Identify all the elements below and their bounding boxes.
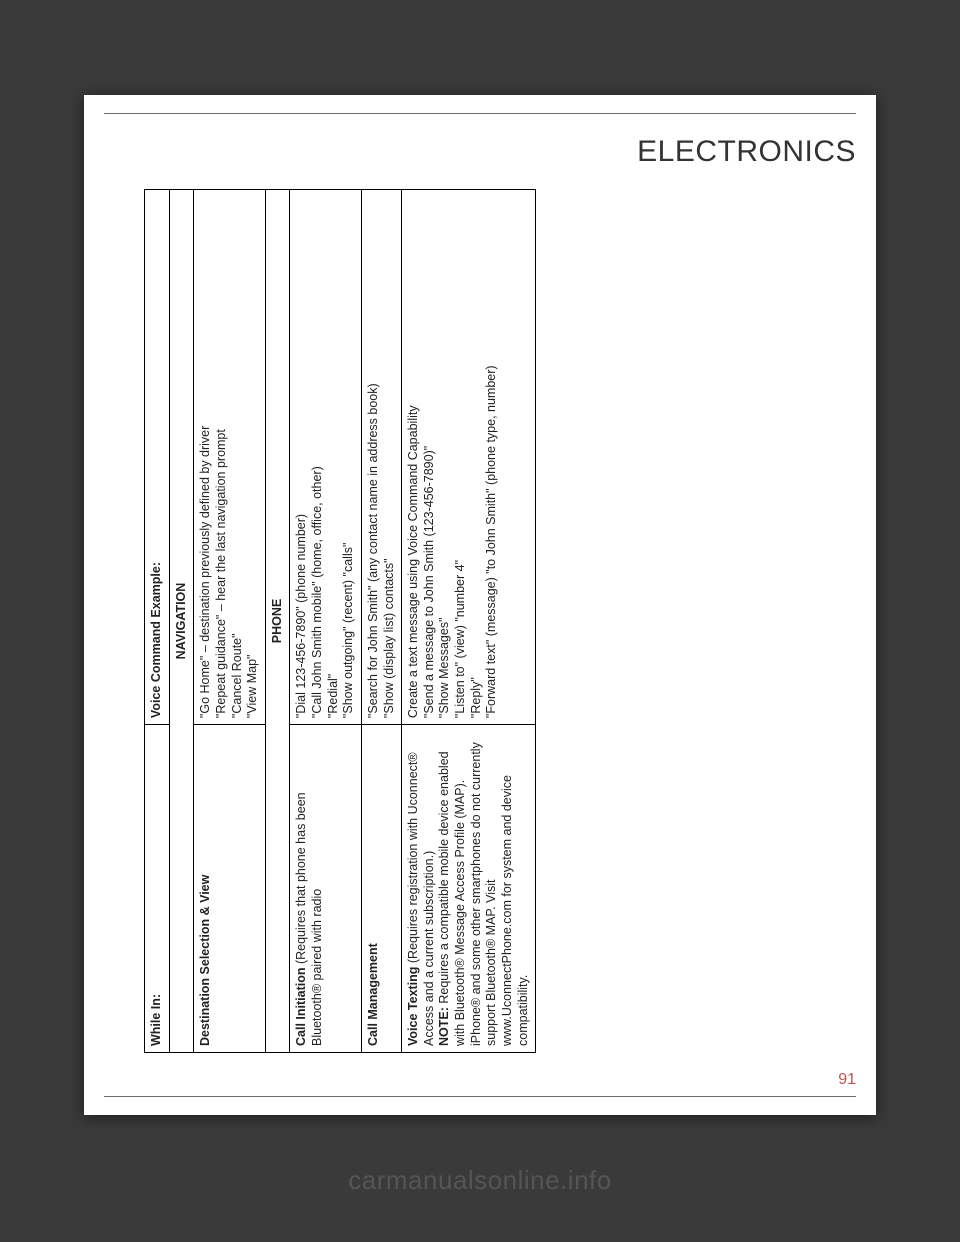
cell-voicetext-label: Voice Texting (Requires registration wit… <box>402 725 536 1053</box>
cell-callmgmt-examples: "Search for John Smith" (any contact nam… <box>361 190 401 725</box>
phone-line: "Forward text" (message) "to John Smith"… <box>484 196 500 718</box>
label-callmgmt: Call Management <box>366 943 380 1046</box>
row-voice-texting: Voice Texting (Requires registration wit… <box>402 190 536 1053</box>
label-voicetext-bold: Voice Texting <box>406 967 420 1046</box>
phone-line: "Call John Smith mobile" (home, office, … <box>310 196 326 718</box>
row-call-initiation: Call Initiation (Requires that phone has… <box>290 190 362 1053</box>
cell-callmgmt-label: Call Management <box>361 725 401 1053</box>
phone-line: "Search for John Smith" (any contact nam… <box>366 196 382 718</box>
section-row-navigation: NAVIGATION <box>169 190 194 1053</box>
col-example: Voice Command Example: <box>145 190 170 725</box>
voice-command-table: While In: Voice Command Example: NAVIGAT… <box>144 189 536 1053</box>
rotated-content: While In: Voice Command Example: NAVIGAT… <box>144 189 816 1053</box>
phone-line: "Show outgoing" (recent) "calls" <box>341 196 357 718</box>
nav-line: "Go Home" – destination previously defin… <box>198 196 214 718</box>
nav-line: "View Map" <box>245 196 261 718</box>
rotated-inner: While In: Voice Command Example: NAVIGAT… <box>144 189 816 1053</box>
row-call-management: Call Management "Search for John Smith" … <box>361 190 401 1053</box>
phone-line: "Show Messages" <box>437 196 453 718</box>
phone-line: Create a text message using Voice Comman… <box>406 196 422 718</box>
nav-line: "Repeat guidance" – hear the last naviga… <box>214 196 230 718</box>
nav-line: "Cancel Route" <box>230 196 246 718</box>
phone-line: "Show (display list) contacts" <box>382 196 398 718</box>
table-header-row: While In: Voice Command Example: <box>145 190 170 1053</box>
col-while-in: While In: <box>145 725 170 1053</box>
watermark: carmanualsonline.info <box>348 1165 611 1196</box>
phone-line: "Redial" <box>326 196 342 718</box>
label-note-rest: Requires a compatible mobile device enab… <box>437 742 529 1046</box>
cell-callinit-examples: "Dial 123-456-7890" (phone number) "Call… <box>290 190 362 725</box>
cell-voicetext-examples: Create a text message using Voice Comman… <box>402 190 536 725</box>
page-inner: ELECTRONICS While In: Voice Command Exam… <box>104 113 856 1097</box>
cell-destination-label: Destination Selection & View <box>194 725 266 1053</box>
label-destination: Destination Selection & View <box>198 875 212 1046</box>
phone-line: "Listen to" (view) "number 4" <box>453 196 469 718</box>
cell-destination-examples: "Go Home" – destination previously defin… <box>194 190 266 725</box>
cell-callinit-label: Call Initiation (Requires that phone has… <box>290 725 362 1053</box>
row-destination: Destination Selection & View "Go Home" –… <box>194 190 266 1053</box>
page-number: 91 <box>838 1071 856 1089</box>
rule-top <box>104 113 856 114</box>
section-title-navigation: NAVIGATION <box>169 190 194 1053</box>
manual-page: ELECTRONICS While In: Voice Command Exam… <box>84 95 876 1115</box>
label-callinit-bold: Call Initiation <box>294 968 308 1046</box>
phone-line: "Dial 123-456-7890" (phone number) <box>294 196 310 718</box>
section-row-phone: PHONE <box>265 190 290 1053</box>
label-note-bold: NOTE: <box>437 1007 451 1046</box>
section-header: ELECTRONICS <box>637 135 856 169</box>
section-title-phone: PHONE <box>265 190 290 1053</box>
rule-bottom <box>104 1096 856 1097</box>
phone-line: "Send a message to John Smith (123-456-7… <box>422 196 438 718</box>
phone-line: "Reply" <box>469 196 485 718</box>
